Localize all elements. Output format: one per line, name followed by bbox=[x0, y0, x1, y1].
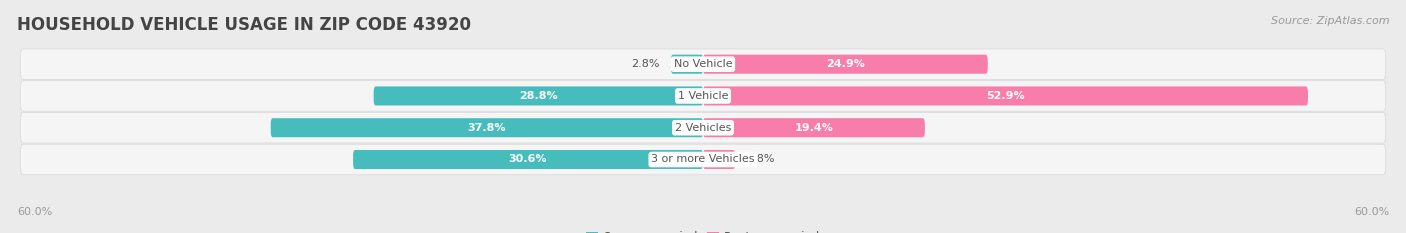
FancyBboxPatch shape bbox=[353, 150, 703, 169]
Text: 60.0%: 60.0% bbox=[1354, 207, 1389, 217]
Text: 3 or more Vehicles: 3 or more Vehicles bbox=[651, 154, 755, 164]
Text: 2 Vehicles: 2 Vehicles bbox=[675, 123, 731, 133]
Text: No Vehicle: No Vehicle bbox=[673, 59, 733, 69]
Text: 24.9%: 24.9% bbox=[825, 59, 865, 69]
Text: 60.0%: 60.0% bbox=[17, 207, 52, 217]
FancyBboxPatch shape bbox=[703, 150, 735, 169]
Text: 52.9%: 52.9% bbox=[986, 91, 1025, 101]
Text: 2.8%: 2.8% bbox=[747, 154, 775, 164]
Text: 1 Vehicle: 1 Vehicle bbox=[678, 91, 728, 101]
Legend: Owner-occupied, Renter-occupied: Owner-occupied, Renter-occupied bbox=[581, 226, 825, 233]
Text: 30.6%: 30.6% bbox=[509, 154, 547, 164]
Text: 2.8%: 2.8% bbox=[631, 59, 659, 69]
FancyBboxPatch shape bbox=[20, 49, 1386, 79]
FancyBboxPatch shape bbox=[703, 118, 925, 137]
Text: Source: ZipAtlas.com: Source: ZipAtlas.com bbox=[1271, 16, 1389, 26]
FancyBboxPatch shape bbox=[20, 81, 1386, 111]
FancyBboxPatch shape bbox=[374, 86, 703, 106]
Text: 28.8%: 28.8% bbox=[519, 91, 558, 101]
FancyBboxPatch shape bbox=[703, 86, 1308, 106]
FancyBboxPatch shape bbox=[20, 113, 1386, 143]
Text: 37.8%: 37.8% bbox=[468, 123, 506, 133]
FancyBboxPatch shape bbox=[703, 55, 988, 74]
Text: 19.4%: 19.4% bbox=[794, 123, 834, 133]
FancyBboxPatch shape bbox=[271, 118, 703, 137]
FancyBboxPatch shape bbox=[671, 55, 703, 74]
FancyBboxPatch shape bbox=[20, 144, 1386, 175]
Text: HOUSEHOLD VEHICLE USAGE IN ZIP CODE 43920: HOUSEHOLD VEHICLE USAGE IN ZIP CODE 4392… bbox=[17, 16, 471, 34]
